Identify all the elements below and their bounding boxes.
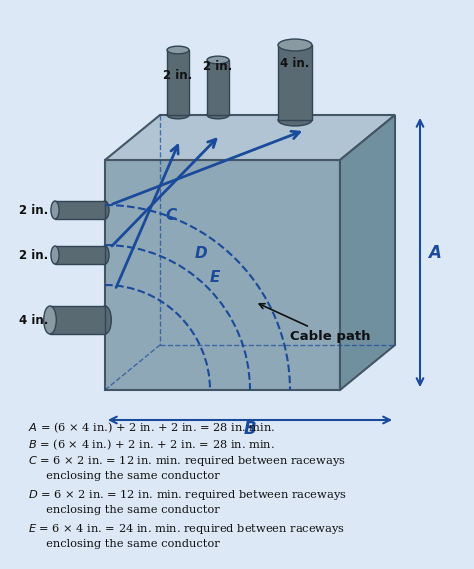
Text: $C$ = 6 × 2 in. = 12 in. min. required between raceways: $C$ = 6 × 2 in. = 12 in. min. required b…: [28, 454, 346, 468]
Polygon shape: [105, 115, 395, 160]
Text: 2 in.: 2 in.: [19, 204, 48, 216]
Polygon shape: [207, 60, 229, 115]
Text: Cable path: Cable path: [259, 304, 371, 343]
Polygon shape: [105, 160, 340, 390]
Text: $E$ = 6 × 4 in. = 24 in. min. required between raceways: $E$ = 6 × 4 in. = 24 in. min. required b…: [28, 522, 345, 536]
Ellipse shape: [99, 306, 111, 334]
Text: $B$ = (6 × 4 in.) + 2 in. + 2 in. = 28 in. min.: $B$ = (6 × 4 in.) + 2 in. + 2 in. = 28 i…: [28, 437, 275, 451]
Ellipse shape: [51, 246, 59, 264]
Text: 4 in.: 4 in.: [280, 57, 310, 70]
Polygon shape: [278, 45, 312, 120]
Text: $A$ = (6 × 4 in.) + 2 in. + 2 in. = 28 in. min.: $A$ = (6 × 4 in.) + 2 in. + 2 in. = 28 i…: [28, 420, 275, 435]
Text: B: B: [244, 420, 256, 438]
Text: 4 in.: 4 in.: [18, 314, 48, 327]
Polygon shape: [340, 115, 395, 390]
Text: enclosing the same conductor: enclosing the same conductor: [28, 505, 220, 515]
Text: D: D: [195, 246, 208, 261]
Text: 2 in.: 2 in.: [203, 60, 233, 73]
Ellipse shape: [207, 111, 229, 119]
Text: 2 in.: 2 in.: [164, 69, 192, 82]
Polygon shape: [50, 306, 105, 334]
Ellipse shape: [44, 306, 56, 334]
Text: E: E: [210, 270, 220, 285]
Ellipse shape: [278, 114, 312, 126]
Ellipse shape: [167, 111, 189, 119]
Polygon shape: [55, 246, 105, 264]
Ellipse shape: [101, 201, 109, 219]
Polygon shape: [55, 201, 105, 219]
Ellipse shape: [167, 46, 189, 54]
Ellipse shape: [101, 246, 109, 264]
Text: 2 in.: 2 in.: [19, 249, 48, 262]
Ellipse shape: [278, 39, 312, 51]
Text: enclosing the same conductor: enclosing the same conductor: [28, 471, 220, 481]
Ellipse shape: [207, 56, 229, 64]
Text: enclosing the same conductor: enclosing the same conductor: [28, 539, 220, 549]
Text: A: A: [428, 244, 441, 262]
Text: $D$ = 6 × 2 in. = 12 in. min. required between raceways: $D$ = 6 × 2 in. = 12 in. min. required b…: [28, 488, 346, 502]
Polygon shape: [167, 50, 189, 115]
Text: C: C: [165, 208, 176, 223]
Ellipse shape: [51, 201, 59, 219]
